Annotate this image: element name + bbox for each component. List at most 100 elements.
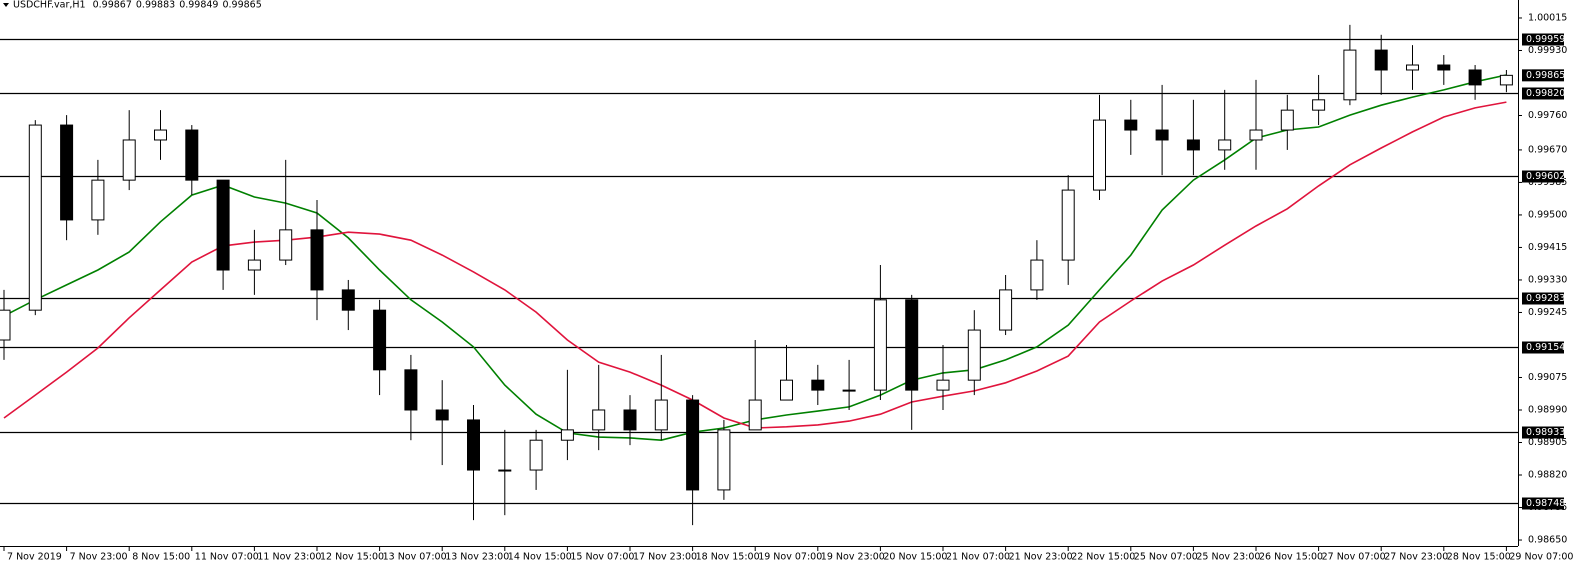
level-label: 0.99154 bbox=[1526, 342, 1565, 353]
candle-body bbox=[247, 259, 261, 271]
current-price-label: 0.99865 bbox=[1526, 70, 1565, 81]
candle-body bbox=[1280, 109, 1294, 131]
axes: 1.000150.999300.997600.996700.995850.995… bbox=[3, 12, 1573, 563]
candle-body bbox=[28, 124, 42, 311]
candle-body bbox=[1093, 119, 1106, 191]
y-tick-label: 0.99670 bbox=[1528, 144, 1567, 155]
candle-body bbox=[529, 439, 543, 471]
x-tick-label: 17 Nov 23:00 bbox=[633, 552, 697, 563]
candle-body bbox=[216, 179, 230, 271]
candle-body bbox=[1437, 64, 1451, 71]
candle-body bbox=[842, 389, 856, 392]
candle-body bbox=[999, 289, 1013, 331]
candle-body bbox=[498, 469, 512, 472]
candle-body bbox=[654, 399, 668, 431]
y-tick-label: 0.99760 bbox=[1528, 110, 1567, 121]
candle-body bbox=[341, 289, 355, 311]
candle-body bbox=[1343, 49, 1357, 101]
y-tick-label: 1.00015 bbox=[1528, 12, 1567, 23]
level-label-box bbox=[1522, 170, 1564, 183]
x-tick-label: 13 Nov 23:00 bbox=[445, 552, 509, 563]
x-tick-label: 11 Nov 23:00 bbox=[257, 552, 321, 563]
level-label: 0.99959 bbox=[1526, 34, 1565, 45]
candle-body bbox=[686, 399, 700, 491]
candle-body bbox=[1061, 189, 1075, 261]
level-label-box bbox=[1522, 426, 1564, 439]
level-label: 0.98933 bbox=[1526, 427, 1565, 438]
y-tick-label: 0.99500 bbox=[1528, 209, 1567, 220]
candle-body bbox=[592, 409, 606, 431]
x-tick-label: 20 Nov 15:00 bbox=[883, 552, 947, 563]
x-tick-label: 25 Nov 07:00 bbox=[1134, 552, 1198, 563]
level-label: 0.99820 bbox=[1526, 88, 1565, 99]
candle-body bbox=[1249, 129, 1263, 141]
candle-body bbox=[905, 299, 919, 391]
candle-body bbox=[873, 299, 887, 391]
level-label: 0.99602 bbox=[1526, 171, 1565, 182]
candle-body bbox=[0, 309, 11, 341]
x-tick-label: 25 Nov 23:00 bbox=[1196, 552, 1260, 563]
y-tick-label: 0.99930 bbox=[1528, 45, 1567, 56]
levels bbox=[0, 38, 1518, 505]
candle-body bbox=[1155, 129, 1169, 141]
candle-body bbox=[1406, 64, 1419, 71]
x-tick-label: 11 Nov 07:00 bbox=[195, 552, 259, 563]
y-tick-label: 0.99245 bbox=[1528, 307, 1567, 318]
level-label: 0.98748 bbox=[1526, 498, 1565, 509]
x-tick-label: 12 Nov 15:00 bbox=[320, 552, 384, 563]
y-tick-label: 0.98990 bbox=[1528, 404, 1567, 415]
header-high: 0.99883 bbox=[136, 0, 175, 11]
candles bbox=[0, 24, 1513, 526]
candle-body bbox=[435, 409, 449, 421]
x-tick-label: 18 Nov 15:00 bbox=[696, 552, 760, 563]
level-label: 0.99283 bbox=[1526, 293, 1565, 304]
candle-body bbox=[310, 229, 324, 291]
candle-body bbox=[154, 129, 167, 141]
candle-body bbox=[560, 429, 574, 441]
candle-body bbox=[1468, 69, 1482, 86]
x-tick-label: 22 Nov 15:00 bbox=[1071, 552, 1135, 563]
level-label-box bbox=[1522, 341, 1564, 354]
level-label-box bbox=[1522, 292, 1564, 305]
candle-body bbox=[967, 329, 981, 381]
candle-body bbox=[1030, 259, 1044, 291]
x-tick-label: 8 Nov 15:00 bbox=[132, 552, 190, 563]
header-close: 0.99865 bbox=[222, 0, 261, 11]
x-tick-label: 28 Nov 15:00 bbox=[1447, 552, 1511, 563]
candle-body bbox=[91, 179, 105, 221]
y-tick-label: 0.99330 bbox=[1528, 274, 1567, 285]
x-tick-label: 27 Nov 23:00 bbox=[1384, 552, 1448, 563]
y-tick-label: 0.99415 bbox=[1528, 242, 1567, 253]
x-tick-label: 19 Nov 07:00 bbox=[758, 552, 822, 563]
x-tick-label: 21 Nov 07:00 bbox=[946, 552, 1010, 563]
candle-body bbox=[936, 379, 950, 391]
current-price-box bbox=[1522, 69, 1564, 82]
candle-body bbox=[122, 139, 136, 181]
y-tick-label: 0.98650 bbox=[1528, 535, 1567, 546]
x-tick-label: 26 Nov 15:00 bbox=[1259, 552, 1323, 563]
x-tick-label: 7 Nov 2019 bbox=[7, 552, 62, 563]
x-tick-label: 19 Nov 23:00 bbox=[821, 552, 885, 563]
candle-body bbox=[1499, 74, 1513, 86]
x-tick-label: 15 Nov 07:00 bbox=[570, 552, 634, 563]
candle-body bbox=[717, 429, 731, 491]
candle-body bbox=[467, 419, 480, 471]
header: USDCHF.var,H1 0.99867 0.99883 0.99849 0.… bbox=[3, 0, 262, 11]
chart-title: USDCHF.var,H1 bbox=[13, 0, 86, 11]
header-open: 0.99867 bbox=[93, 0, 132, 11]
y-tick-label: 0.99075 bbox=[1528, 372, 1567, 383]
level-label-box bbox=[1522, 497, 1564, 510]
y-tick-label: 0.98820 bbox=[1528, 470, 1567, 481]
x-tick-label: 14 Nov 15:00 bbox=[508, 552, 572, 563]
candle-body bbox=[1124, 119, 1138, 131]
x-tick-label: 21 Nov 23:00 bbox=[1009, 552, 1073, 563]
x-tick-label: 13 Nov 07:00 bbox=[383, 552, 447, 563]
candle-body bbox=[185, 129, 199, 181]
x-tick-label: 27 Nov 07:00 bbox=[1322, 552, 1386, 563]
header-arrow bbox=[3, 3, 9, 7]
x-tick-label: 7 Nov 23:00 bbox=[70, 552, 128, 563]
candle-body bbox=[404, 369, 418, 411]
